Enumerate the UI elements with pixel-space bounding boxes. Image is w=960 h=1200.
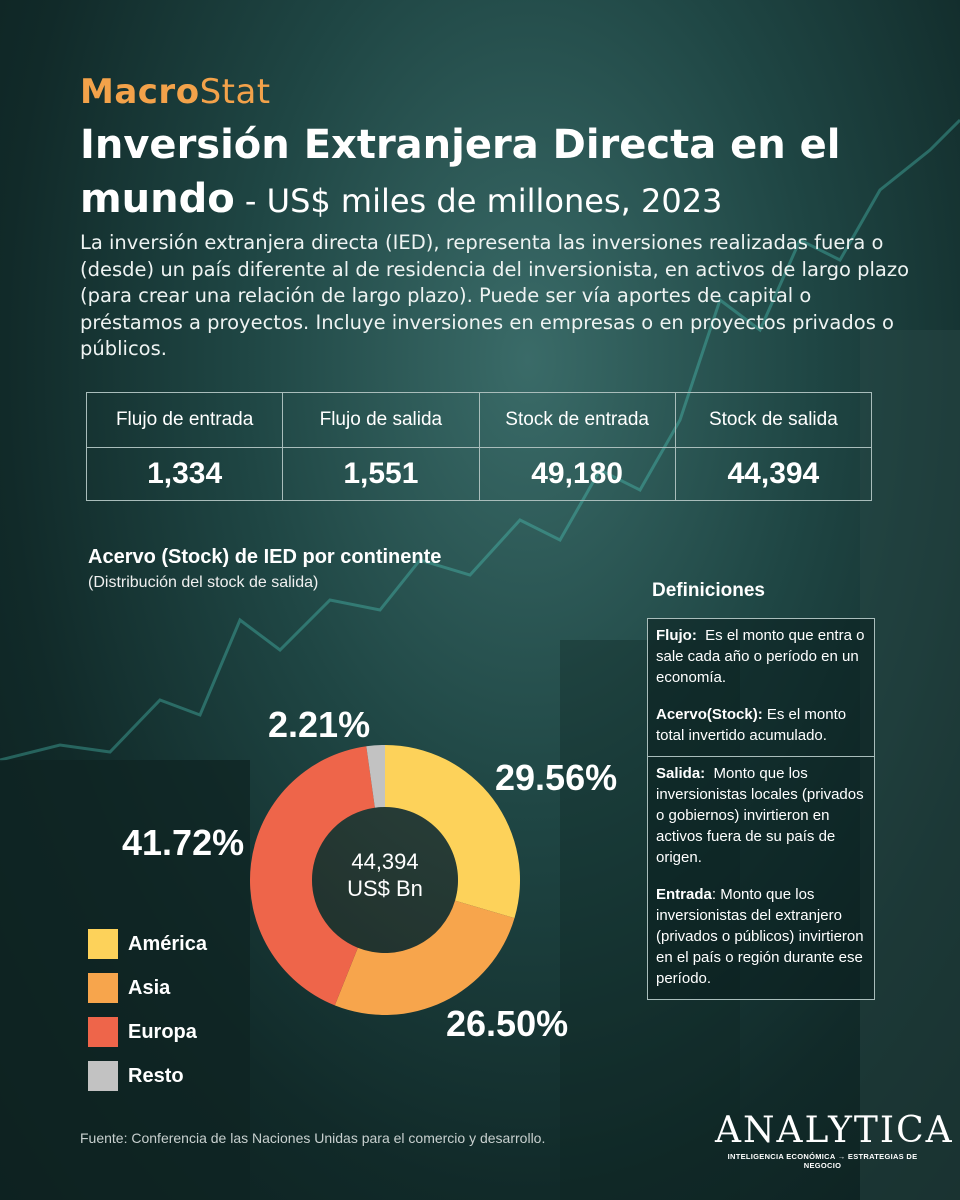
logo-tagline: INTELIGENCIA ECONÓMICA → ESTRATEGIAS DE …: [727, 1152, 918, 1170]
kpi-label-flujo-entrada: Flujo de entrada: [85, 392, 284, 448]
kpi-value-flujo-entrada: 1,334: [85, 447, 284, 501]
kpi-label-stock-salida: Stock de salida: [674, 392, 873, 448]
legend-swatch: [88, 973, 118, 1003]
legend-item-europa: Europa: [88, 1010, 207, 1054]
background-coin-stack: [0, 760, 250, 1200]
logo-wordmark: ANALYTICA: [715, 1110, 954, 1151]
donut-slice-asia: [334, 900, 515, 1015]
legend-label: América: [128, 932, 207, 955]
legend-item-asia: Asia: [88, 966, 207, 1010]
background-coin-stack: [860, 330, 960, 1200]
page-title: Inversión Extranjera Directa en el mundo…: [80, 122, 841, 222]
intro-paragraph: La inversión extranjera directa (IED), r…: [80, 231, 910, 360]
analytica-logo: ANALYTICA INTELIGENCIA ECONÓMICA → ESTRA…: [715, 1110, 954, 1171]
chart-subtitle: (Distribución del stock de salida): [88, 574, 319, 591]
donut-hole: [312, 807, 458, 953]
kpi-table: Flujo de entrada Flujo de salida Stock d…: [85, 392, 873, 501]
legend-swatch: [88, 929, 118, 959]
kpi-label-stock-entrada: Stock de entrada: [478, 392, 676, 448]
chart-legend: América Asia Europa Resto: [88, 922, 207, 1098]
definition-flujo: Flujo: Es el monto que entra o sale cada…: [656, 627, 865, 686]
kpi-value-flujo-salida: 1,551: [282, 447, 480, 501]
background-trend-line: [0, 118, 960, 762]
donut-slice-resto: [366, 745, 385, 808]
kpi-value-stock-entrada: 49,180: [478, 447, 676, 501]
donut-slice-america: [385, 745, 520, 919]
slice-label-asia: 26.50%: [446, 1003, 569, 1044]
definitions-box: Flujo: Es el monto que entra o sale cada…: [647, 618, 875, 1000]
slice-label-europa: 41.72%: [122, 822, 245, 863]
legend-swatch: [88, 1017, 118, 1047]
kpi-label-flujo-salida: Flujo de salida: [282, 392, 480, 448]
donut-slice-europa: [250, 746, 375, 1006]
donut-center-unit: US$ Bn: [347, 876, 423, 901]
donut-chart: [250, 745, 520, 1015]
brand-logo: MacroStat: [80, 72, 271, 112]
legend-swatch: [88, 1061, 118, 1091]
legend-label: Resto: [128, 1064, 184, 1087]
definition-entrada: Entrada: Monto que los inversionistas de…: [656, 886, 864, 987]
legend-item-america: América: [88, 922, 207, 966]
definitions-heading: Definiciones: [652, 580, 765, 601]
definition-salida: Salida: Monto que los inversionistas loc…: [656, 765, 864, 866]
source-note: Fuente: Conferencia de las Naciones Unid…: [80, 1130, 546, 1146]
slice-label-resto: 2.21%: [268, 704, 371, 745]
legend-label: Europa: [128, 1020, 197, 1043]
kpi-value-stock-salida: 44,394: [674, 447, 873, 501]
definitions-section-concepts: Flujo: Es el monto que entra o sale cada…: [648, 619, 874, 756]
donut-center-value: 44,394: [351, 849, 419, 874]
legend-label: Asia: [128, 976, 171, 999]
definitions-section-direction: Salida: Monto que los inversionistas loc…: [648, 756, 874, 999]
legend-item-resto: Resto: [88, 1054, 207, 1098]
definition-acervo: Acervo(Stock): Es el monto total inverti…: [656, 706, 847, 744]
donut-center-label: 44,394 US$ Bn: [325, 848, 445, 902]
slice-label-america: 29.56%: [495, 757, 618, 798]
chart-title: Acervo (Stock) de IED por continente: [88, 546, 442, 568]
